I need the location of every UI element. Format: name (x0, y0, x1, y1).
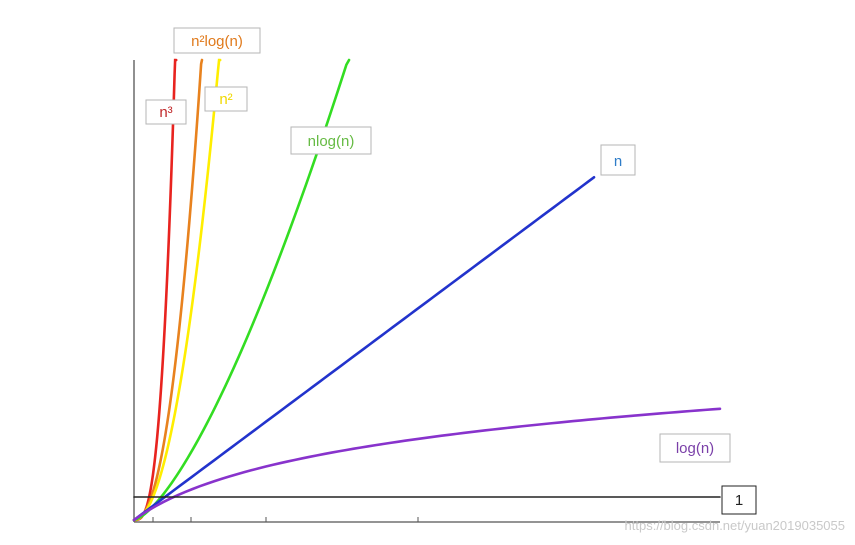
label-n2-text: n² (219, 91, 232, 108)
label-n-box (600, 144, 636, 176)
series-line-n-2 (132, 58, 222, 522)
label-n2logn-text: n²log(n) (191, 33, 243, 50)
label-n3-box (145, 99, 187, 125)
series-line-n-3 (132, 58, 178, 522)
series-line-n (132, 176, 596, 522)
label-n3-text: n³ (159, 104, 172, 121)
label-n2: n² (204, 86, 248, 112)
label-n-text: n (614, 153, 622, 170)
series-line-log-n- (132, 407, 722, 522)
label-nlogn: nlog(n) (290, 126, 372, 155)
series-line-n-log-n- (132, 58, 351, 522)
label-n3: n³ (145, 99, 187, 125)
label-logn: log(n) (659, 433, 731, 463)
label-1-text: 1 (735, 492, 743, 509)
label-n2-box (204, 86, 248, 112)
label-1: 1 (721, 485, 757, 515)
label-n2logn: n²log(n) (173, 27, 261, 54)
label-logn-box (659, 433, 731, 463)
label-nlogn-text: nlog(n) (308, 133, 355, 150)
label-nlogn-box (290, 126, 372, 155)
label-logn-text: log(n) (676, 440, 714, 457)
label-n: n (600, 144, 636, 176)
watermark: https://blog.csdn.net/yuan2019035055 (625, 518, 845, 533)
label-1-box (721, 485, 757, 515)
label-n2logn-box (173, 27, 261, 54)
